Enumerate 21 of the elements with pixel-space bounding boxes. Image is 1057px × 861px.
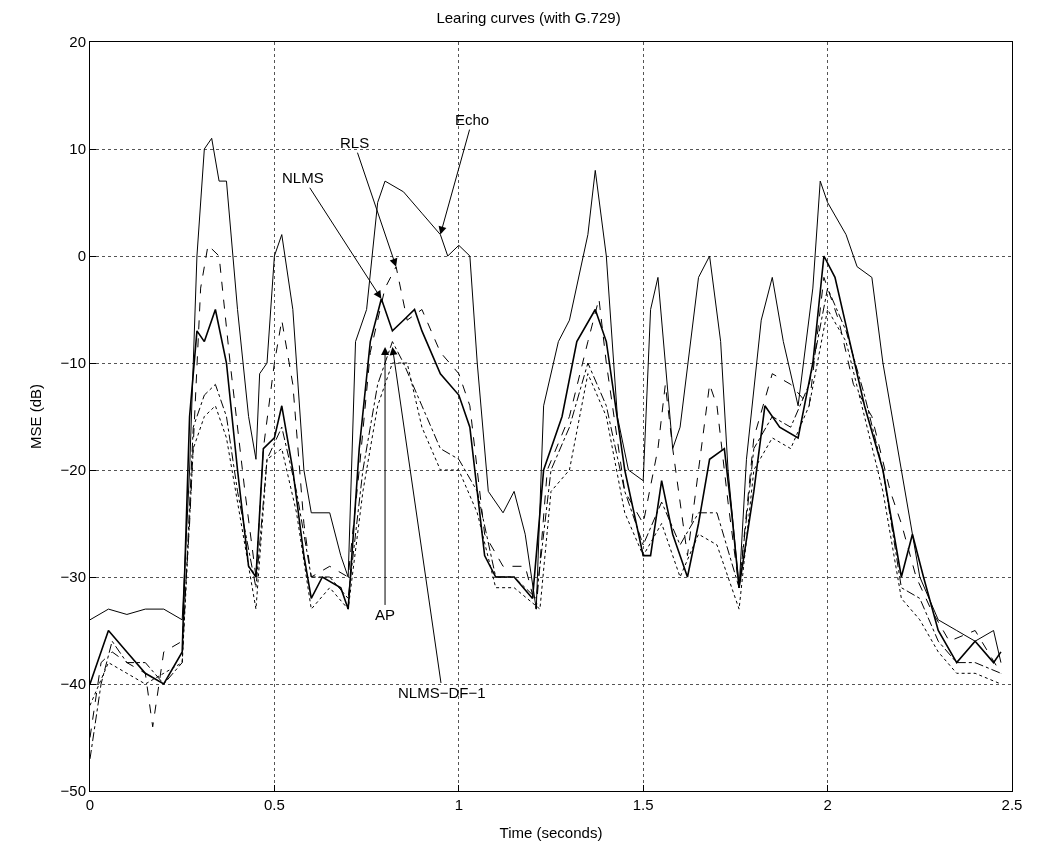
chart-title: Learing curves (with G.729)	[436, 9, 621, 27]
y-tick-label: 20	[69, 33, 86, 51]
annotation: AP	[375, 606, 396, 623]
y-tick-label: 0	[77, 247, 86, 265]
y-tick-label: −10	[60, 354, 86, 372]
y-tick-label: −30	[60, 568, 86, 586]
x-tick-label: 2	[823, 796, 832, 813]
x-tick-label: 0.5	[263, 796, 285, 813]
x-tick-label: 2.5	[1001, 796, 1023, 813]
x-axis-title: Time (seconds)	[499, 824, 603, 841]
x-tick-label: 1	[454, 796, 463, 813]
y-tick-label: −20	[60, 461, 86, 479]
annotation: NLMS	[282, 169, 324, 186]
y-axis-title: MSE (dB)	[26, 383, 44, 450]
y-tick-label: −50	[60, 782, 86, 800]
annotation: Echo	[455, 111, 490, 128]
annotation: RLS	[340, 134, 370, 151]
y-tick-label: −40	[60, 675, 86, 693]
x-tick-label: 1.5	[632, 796, 654, 813]
annotation: NLMS−DF−1	[398, 684, 486, 701]
y-tick-label: 10	[69, 140, 86, 158]
